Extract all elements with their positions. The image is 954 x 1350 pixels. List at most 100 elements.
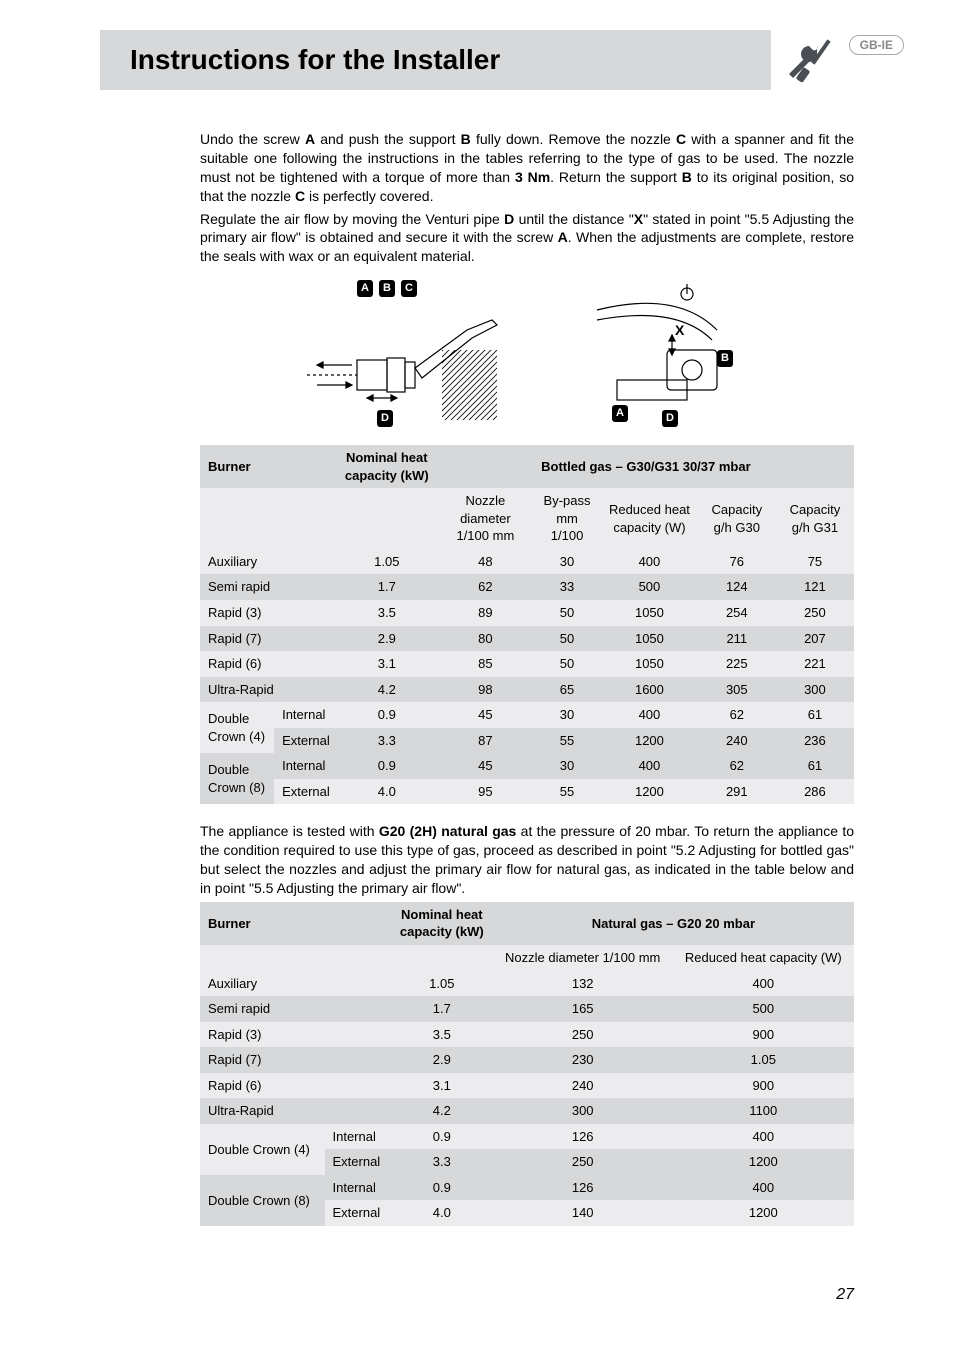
label-a-icon: A (612, 405, 628, 422)
cell-value: 400 (601, 549, 698, 575)
diagrams-row: A B C D X B A D (200, 280, 854, 435)
cell-burner: Auxiliary (200, 971, 391, 997)
cell-value: 900 (673, 1073, 854, 1099)
cell-sub: Internal (274, 753, 336, 779)
th-gas: Natural gas – G20 20 mbar (493, 902, 854, 945)
cell-value: 95 (438, 779, 533, 805)
label-b-icon: B (717, 350, 733, 367)
cell-value: 250 (493, 1022, 673, 1048)
cell-burner: Double Crown (4) (200, 702, 274, 753)
cell-burner: Double Crown (8) (200, 753, 274, 804)
cell-value: 900 (673, 1022, 854, 1048)
cell-value: 87 (438, 728, 533, 754)
cell-value: 305 (698, 677, 776, 703)
th-sub: By-pass mm 1/100 (533, 488, 601, 549)
diagram-left: A B C D (297, 280, 517, 435)
cell-value: 250 (493, 1149, 673, 1175)
cell-kw: 3.1 (336, 651, 438, 677)
cell-kw: 1.05 (336, 549, 438, 575)
cell-value: 286 (776, 779, 854, 805)
table-row: Rapid (7)2.980501050211207 (200, 626, 854, 652)
cell-value: 126 (493, 1175, 673, 1201)
cell-value: 124 (698, 574, 776, 600)
cell-value: 1600 (601, 677, 698, 703)
cell-value: 85 (438, 651, 533, 677)
paragraph-1: Undo the screw A and push the support B … (200, 130, 854, 206)
p-text: Regulate the air flow by moving the Vent… (200, 211, 504, 227)
bold-d: D (504, 211, 514, 227)
cell-value: 165 (493, 996, 673, 1022)
table-row: Ultra-Rapid4.23001100 (200, 1098, 854, 1124)
cell-value: 89 (438, 600, 533, 626)
cell-value: 225 (698, 651, 776, 677)
table-row: Rapid (3)3.5250900 (200, 1022, 854, 1048)
page-title: Instructions for the Installer (130, 44, 500, 76)
cell-value: 1200 (601, 779, 698, 805)
spanner-screwdriver-icon (783, 32, 839, 88)
bold-3nm: 3 Nm (515, 169, 550, 185)
p-text: until the distance " (514, 211, 633, 227)
cell-kw: 1.05 (391, 971, 493, 997)
svg-text:X: X (675, 322, 685, 338)
cell-burner: Ultra-Rapid (200, 677, 336, 703)
p-text: is perfectly covered. (305, 188, 433, 204)
cell-value: 121 (776, 574, 854, 600)
th-nominal: Nominal heat capacity (kW) (336, 445, 438, 488)
header-bar: Instructions for the Installer GB-IE (100, 30, 904, 90)
paragraph-3: The appliance is tested with G20 (2H) na… (200, 822, 854, 898)
cell-value: 45 (438, 753, 533, 779)
cell-value: 211 (698, 626, 776, 652)
bold-c: C (676, 131, 686, 147)
label-c-icon: C (401, 280, 417, 297)
table-row: External4.095551200291286 (200, 779, 854, 805)
th-empty (200, 488, 336, 549)
th-burner: Burner (200, 902, 391, 945)
cell-sub: External (325, 1149, 391, 1175)
bold-b: B (461, 131, 471, 147)
cell-sub: Internal (325, 1175, 391, 1201)
table-row: Double Crown (8)Internal0.9126400 (200, 1175, 854, 1201)
cell-burner: Semi rapid (200, 574, 336, 600)
cell-value: 240 (493, 1073, 673, 1099)
cell-value: 221 (776, 651, 854, 677)
th-burner: Burner (200, 445, 336, 488)
bold-g20: G20 (2H) natural gas (379, 823, 516, 839)
p-text: . Return the support (550, 169, 682, 185)
cell-burner: Double Crown (4) (200, 1124, 325, 1175)
cell-value: 400 (673, 971, 854, 997)
cell-value: 98 (438, 677, 533, 703)
diagram-right: X B A D (557, 280, 757, 435)
table-row: External3.387551200240236 (200, 728, 854, 754)
cell-kw: 1.7 (391, 996, 493, 1022)
cell-kw: 0.9 (391, 1175, 493, 1201)
cell-value: 62 (698, 753, 776, 779)
th-gas-light: 20 mbar (702, 916, 755, 931)
table-row: Double Crown (4)Internal0.945304006261 (200, 702, 854, 728)
cell-burner: Auxiliary (200, 549, 336, 575)
cell-burner: Rapid (7) (200, 626, 336, 652)
cell-value: 1100 (673, 1098, 854, 1124)
cell-burner: Semi rapid (200, 996, 391, 1022)
cell-burner: Double Crown (8) (200, 1175, 325, 1226)
table-row: Semi rapid1.7165500 (200, 996, 854, 1022)
table-subheader-row: Nozzle diameter 1/100 mm By-pass mm 1/10… (200, 488, 854, 549)
cell-value: 45 (438, 702, 533, 728)
table-header-row: Burner Nominal heat capacity (kW) Natura… (200, 902, 854, 945)
cell-value: 62 (698, 702, 776, 728)
cell-value: 30 (533, 549, 601, 575)
cell-sub: Internal (274, 702, 336, 728)
table-row: Double Crown (4)Internal0.9126400 (200, 1124, 854, 1150)
gb-ie-badge: GB-IE (849, 35, 904, 55)
cell-value: 80 (438, 626, 533, 652)
cell-value: 140 (493, 1200, 673, 1226)
label-d-icon: D (662, 410, 678, 427)
cell-kw: 2.9 (391, 1047, 493, 1073)
cell-value: 400 (601, 702, 698, 728)
th-gas-bold: Natural gas – G20 (592, 916, 702, 931)
cell-kw: 3.5 (336, 600, 438, 626)
cell-value: 236 (776, 728, 854, 754)
table-row: Rapid (7)2.92301.05 (200, 1047, 854, 1073)
th-gas-light: 30/37 mbar (679, 459, 751, 474)
cell-value: 250 (776, 600, 854, 626)
cell-value: 50 (533, 626, 601, 652)
